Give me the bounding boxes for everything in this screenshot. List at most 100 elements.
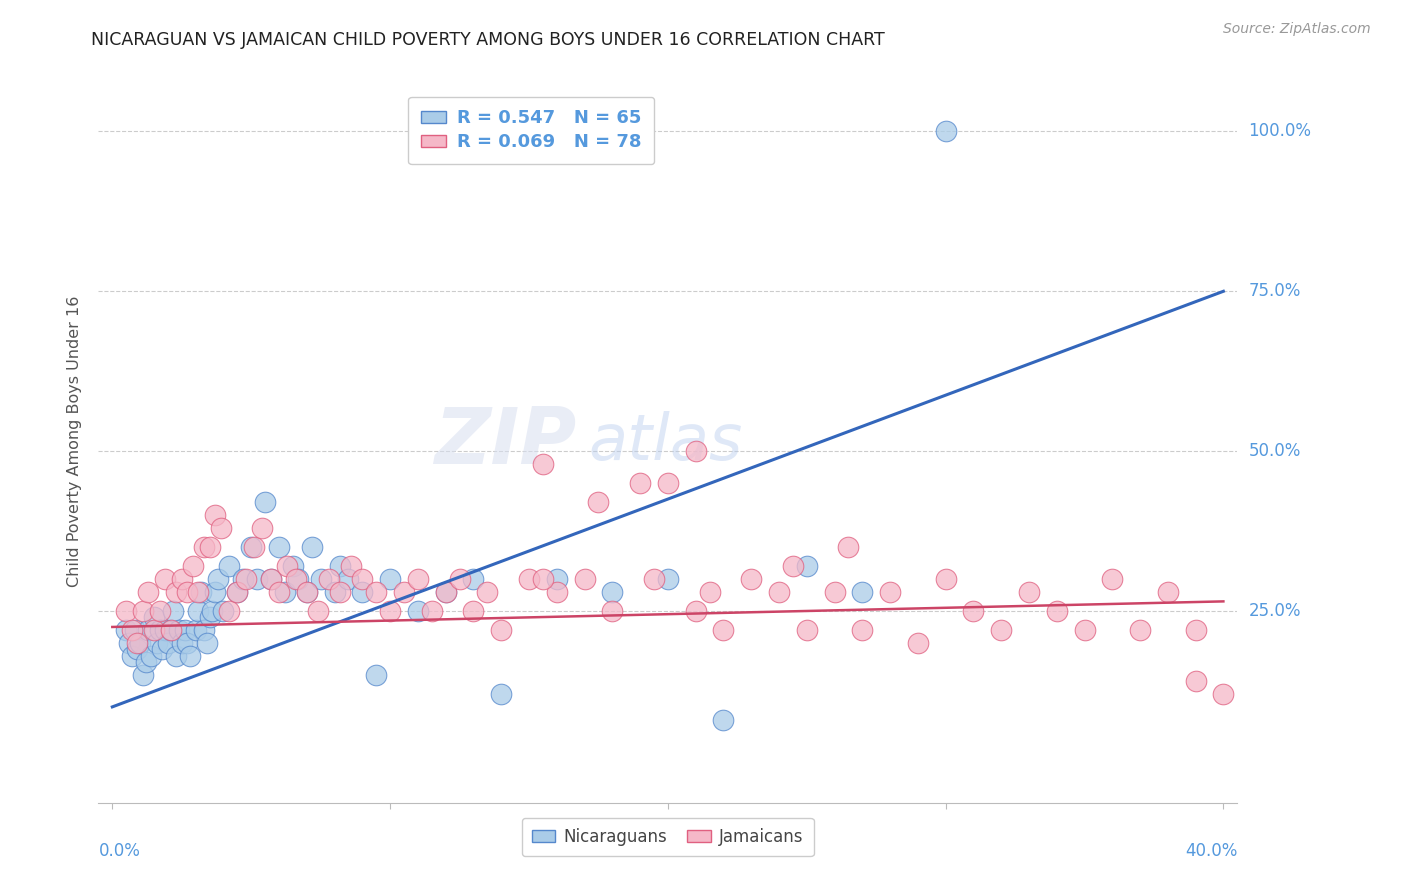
Point (546, 572, 568, 586)
Point (190, 584, 212, 599)
Point (156, 636, 179, 650)
Point (531, 572, 554, 586)
Point (170, 636, 193, 650)
Point (1101, 572, 1123, 586)
Point (657, 572, 679, 586)
Point (118, 636, 141, 650)
Point (148, 604, 170, 618)
Point (143, 623, 166, 637)
Point (259, 572, 281, 586)
Point (287, 572, 309, 586)
Point (132, 668, 155, 682)
Point (907, 636, 929, 650)
Point (340, 559, 363, 574)
Point (574, 572, 596, 586)
Point (713, 713, 735, 727)
Point (127, 636, 149, 650)
Point (824, 584, 846, 599)
Point (193, 540, 215, 554)
Point (323, 584, 346, 599)
Point (254, 495, 277, 509)
Point (378, 604, 401, 618)
Text: atlas: atlas (588, 410, 742, 473)
Point (181, 559, 204, 574)
Point (879, 584, 901, 599)
Point (337, 572, 360, 586)
Point (259, 572, 281, 586)
Point (176, 584, 198, 599)
Point (309, 572, 332, 586)
Point (138, 623, 160, 637)
Point (198, 540, 221, 554)
Point (240, 540, 263, 554)
Point (392, 584, 415, 599)
Point (588, 495, 610, 509)
Text: 0.0%: 0.0% (98, 842, 141, 860)
Text: ZIP: ZIP (434, 403, 576, 480)
Point (1184, 623, 1206, 637)
Text: 100.0%: 100.0% (1249, 122, 1312, 140)
Point (159, 623, 181, 637)
Point (301, 540, 323, 554)
Point (796, 559, 818, 574)
Point (295, 584, 318, 599)
Point (699, 584, 721, 599)
Point (209, 521, 232, 535)
Point (218, 604, 240, 618)
Point (201, 604, 224, 618)
Point (232, 572, 254, 586)
Point (990, 623, 1012, 637)
Point (187, 584, 209, 599)
Text: Source: ZipAtlas.com: Source: ZipAtlas.com (1223, 22, 1371, 37)
Text: NICARAGUAN VS JAMAICAN CHILD POVERTY AMONG BOYS UNDER 16 CORRELATION CHART: NICARAGUAN VS JAMAICAN CHILD POVERTY AMO… (91, 31, 886, 49)
Point (434, 584, 457, 599)
Point (477, 584, 499, 599)
Point (170, 572, 193, 586)
Point (600, 584, 623, 599)
Point (159, 623, 181, 637)
Point (406, 604, 429, 618)
Point (195, 636, 218, 650)
Point (406, 572, 429, 586)
Point (273, 584, 295, 599)
Point (187, 604, 209, 618)
Point (143, 610, 166, 624)
Point (165, 584, 187, 599)
Point (366, 668, 388, 682)
Point (173, 623, 195, 637)
Point (267, 540, 290, 554)
Point (352, 572, 374, 586)
Point (198, 610, 221, 624)
Point (179, 648, 201, 663)
Point (132, 604, 155, 618)
Point (851, 584, 873, 599)
Point (148, 623, 170, 637)
Point (935, 572, 957, 586)
Point (378, 572, 401, 586)
Point (184, 623, 207, 637)
Point (449, 572, 471, 586)
Point (150, 642, 173, 657)
Point (962, 604, 984, 618)
Point (318, 572, 340, 586)
Point (276, 559, 298, 574)
Point (463, 572, 485, 586)
Point (212, 604, 235, 618)
Point (281, 559, 304, 574)
Point (713, 623, 735, 637)
Point (218, 559, 240, 574)
Point (115, 623, 138, 637)
Point (463, 604, 485, 618)
Point (329, 584, 352, 599)
Y-axis label: Child Poverty Among Boys Under 16: Child Poverty Among Boys Under 16 (67, 296, 83, 587)
Point (657, 476, 679, 491)
Point (643, 572, 665, 586)
Point (1073, 623, 1095, 637)
Point (740, 572, 762, 586)
Point (267, 584, 290, 599)
Point (252, 521, 274, 535)
Point (329, 559, 352, 574)
Point (153, 623, 176, 637)
Point (284, 572, 307, 586)
Text: 25.0%: 25.0% (1249, 602, 1301, 620)
